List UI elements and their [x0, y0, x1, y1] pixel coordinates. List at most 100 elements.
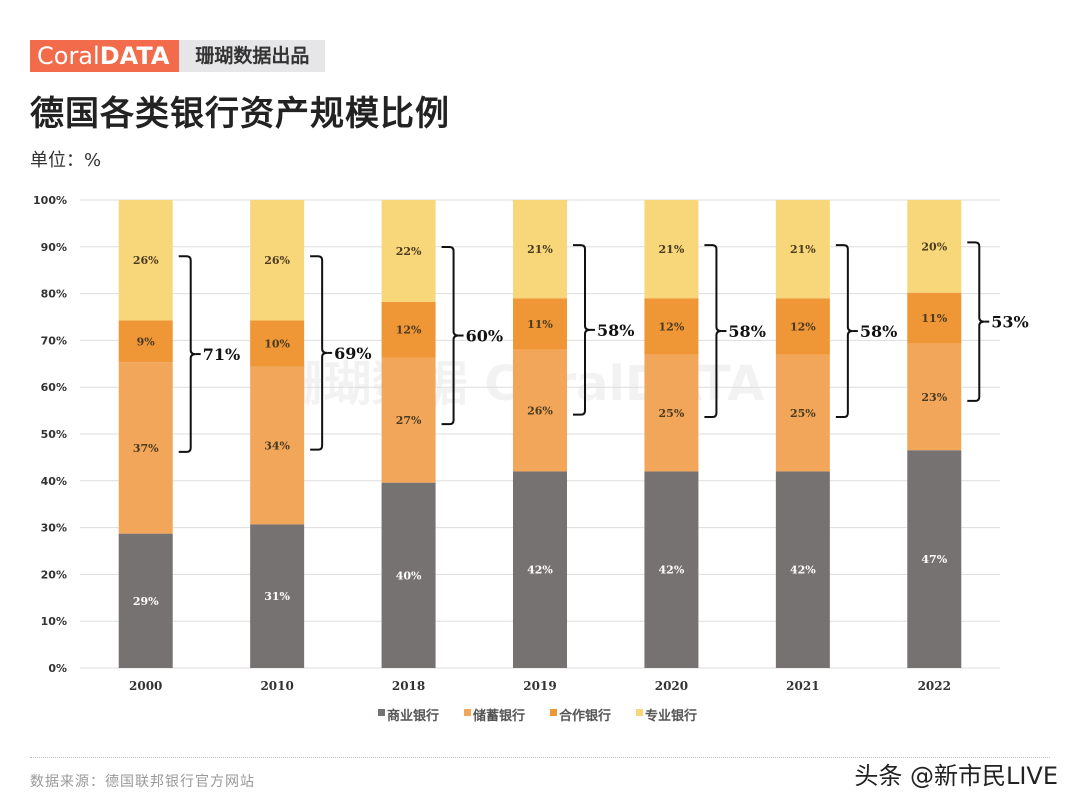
- data-label: 11%: [527, 318, 553, 331]
- legend-label: 储蓄银行: [472, 708, 525, 724]
- bracket: [441, 245, 459, 426]
- data-label: 25%: [659, 407, 685, 420]
- bar-segment-0: [118, 533, 173, 668]
- bar-segment-0: [775, 471, 830, 668]
- data-label: 9%: [137, 335, 156, 348]
- legend-label: 专业银行: [645, 708, 697, 724]
- footer-divider: [30, 757, 1050, 758]
- brand-banner: CoralDATA 珊瑚数据出品: [30, 40, 326, 72]
- bar-segment-3: [381, 200, 436, 302]
- data-label: 42%: [659, 564, 685, 577]
- bar-segment-0: [907, 450, 962, 668]
- y-tick-label: 100%: [33, 194, 67, 207]
- y-tick-label: 60%: [41, 381, 67, 394]
- data-label: 11%: [921, 312, 947, 325]
- bar-segment-2: [513, 298, 567, 350]
- bar-segment-1: [644, 354, 699, 472]
- bar-segment-3: [118, 200, 173, 321]
- data-label: 12%: [396, 324, 422, 337]
- x-tick-label: 2010: [260, 679, 293, 693]
- bar-segment-1: [775, 354, 830, 472]
- bar-segment-3: [907, 200, 962, 293]
- data-label: 37%: [133, 442, 159, 455]
- y-tick-label: 50%: [41, 428, 67, 441]
- data-label: 42%: [790, 564, 816, 577]
- legend-swatch: [550, 709, 557, 716]
- bar-segment-3: [775, 200, 830, 299]
- bar-segment-1: [907, 343, 962, 451]
- bracket-label: 58%: [597, 321, 634, 340]
- bracket-label: 58%: [860, 322, 897, 341]
- data-label: 29%: [133, 595, 159, 608]
- data-label: 23%: [921, 391, 947, 404]
- bar-segment-0: [644, 471, 699, 668]
- bracket: [835, 244, 853, 418]
- x-tick-label: 2021: [786, 679, 819, 693]
- x-tick-label: 2000: [129, 679, 162, 693]
- bar-segment-2: [775, 298, 830, 355]
- x-tick-label: 2020: [655, 679, 688, 693]
- data-label: 20%: [921, 240, 947, 253]
- y-tick-label: 0%: [48, 662, 67, 675]
- data-label: 21%: [659, 243, 685, 256]
- bar-segment-2: [118, 320, 173, 363]
- data-label: 34%: [264, 440, 290, 453]
- bracket-label: 53%: [991, 313, 1028, 332]
- bracket-label: 69%: [334, 344, 371, 363]
- legend-swatch: [378, 709, 385, 716]
- data-label: 10%: [264, 338, 290, 351]
- bar-segment-3: [644, 200, 699, 299]
- bar-segment-0: [250, 524, 305, 668]
- y-tick-label: 30%: [41, 522, 67, 535]
- y-tick-label: 40%: [41, 475, 67, 488]
- y-tick-label: 90%: [41, 241, 67, 254]
- legend-swatch: [636, 709, 643, 716]
- bar-segment-2: [907, 292, 962, 344]
- data-label: 25%: [790, 407, 816, 420]
- x-tick-label: 2022: [918, 679, 951, 693]
- chart-title: 德国各类银行资产规模比例: [30, 94, 450, 134]
- x-tick-label: 2018: [392, 679, 425, 693]
- bar-segment-2: [644, 298, 699, 355]
- data-label: 40%: [396, 569, 422, 582]
- data-label: 47%: [921, 553, 947, 566]
- bracket: [178, 255, 196, 453]
- y-tick-label: 10%: [41, 615, 67, 628]
- credit-watermark: 头条 @新市民LIVE: [854, 762, 1058, 790]
- data-label: 12%: [659, 320, 685, 333]
- bar-segment-2: [381, 301, 436, 358]
- bracket: [967, 241, 985, 402]
- data-label: 27%: [396, 414, 422, 427]
- data-label: 26%: [264, 254, 290, 267]
- legend-swatch: [464, 709, 471, 716]
- legend-label: 合作银行: [559, 708, 611, 724]
- y-tick-label: 20%: [41, 568, 67, 581]
- y-tick-label: 70%: [41, 334, 67, 347]
- data-label: 21%: [790, 243, 816, 256]
- bracket-label: 58%: [728, 322, 765, 341]
- legend-label: 商业银行: [387, 708, 439, 724]
- bracket-label: 60%: [466, 327, 503, 346]
- bar-segment-3: [513, 200, 567, 299]
- bracket-label: 71%: [203, 345, 240, 364]
- source-note: 数据来源：德国联邦银行官方网站: [30, 774, 255, 790]
- y-tick-label: 80%: [41, 288, 67, 301]
- data-label: 42%: [527, 564, 553, 577]
- unit-label: 单位：%: [30, 150, 102, 171]
- bar-segment-3: [250, 200, 305, 321]
- bar-segment-2: [250, 320, 305, 367]
- bar-segment-1: [381, 357, 436, 483]
- data-label: 12%: [790, 320, 816, 333]
- data-label: 21%: [527, 243, 553, 256]
- bar-segment-1: [513, 349, 567, 472]
- bar-segment-0: [381, 482, 436, 668]
- data-label: 26%: [527, 405, 553, 418]
- bar-segment-0: [513, 471, 567, 668]
- data-label: 31%: [264, 590, 290, 603]
- bar-segment-1: [250, 366, 305, 525]
- bar-segment-1: [118, 362, 173, 534]
- x-tick-label: 2019: [523, 679, 556, 693]
- bracket: [310, 255, 328, 451]
- data-label: 26%: [133, 254, 159, 267]
